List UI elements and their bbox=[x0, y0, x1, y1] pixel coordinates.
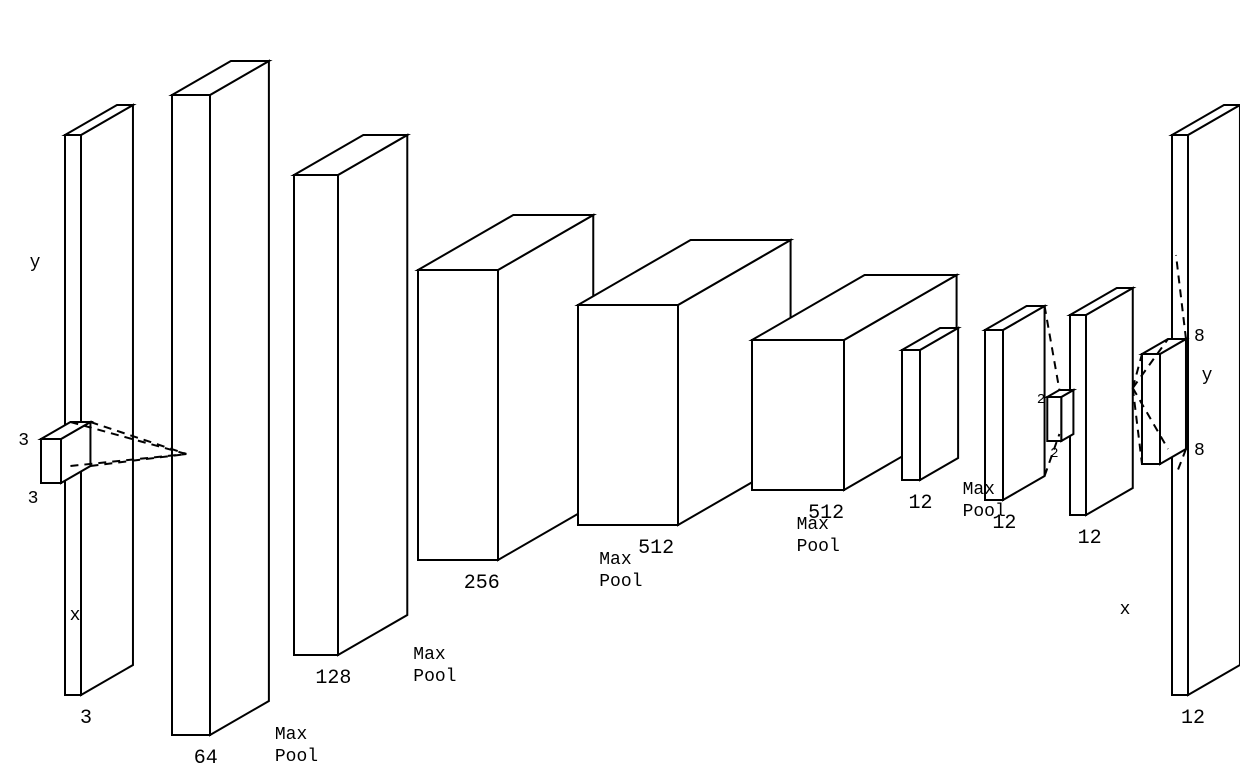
svg-text:x: x bbox=[70, 606, 81, 626]
svg-text:12: 12 bbox=[1181, 707, 1205, 730]
svg-text:3: 3 bbox=[18, 431, 29, 451]
svg-text:Max: Max bbox=[413, 645, 445, 665]
svg-text:Pool: Pool bbox=[413, 667, 456, 687]
svg-text:Max: Max bbox=[963, 480, 995, 500]
svg-text:12: 12 bbox=[1078, 527, 1102, 550]
svg-text:12: 12 bbox=[909, 492, 933, 515]
svg-text:8: 8 bbox=[1194, 441, 1205, 461]
svg-text:y: y bbox=[30, 253, 41, 273]
svg-text:3: 3 bbox=[28, 489, 39, 509]
svg-text:256: 256 bbox=[464, 572, 500, 595]
svg-text:Pool: Pool bbox=[275, 747, 318, 767]
svg-text:64: 64 bbox=[194, 747, 218, 770]
svg-text:512: 512 bbox=[638, 537, 674, 560]
svg-text:Max: Max bbox=[275, 725, 307, 745]
svg-text:128: 128 bbox=[315, 667, 351, 690]
svg-text:Pool: Pool bbox=[797, 537, 840, 557]
svg-text:Pool: Pool bbox=[963, 502, 1006, 522]
svg-text:Max: Max bbox=[797, 515, 829, 535]
svg-text:Max: Max bbox=[599, 550, 631, 570]
svg-text:8: 8 bbox=[1194, 327, 1205, 347]
svg-text:Pool: Pool bbox=[599, 572, 642, 592]
svg-text:y: y bbox=[1202, 366, 1213, 386]
svg-text:x: x bbox=[1120, 600, 1131, 620]
svg-text:3: 3 bbox=[80, 707, 92, 730]
svg-text:2: 2 bbox=[1037, 392, 1045, 408]
